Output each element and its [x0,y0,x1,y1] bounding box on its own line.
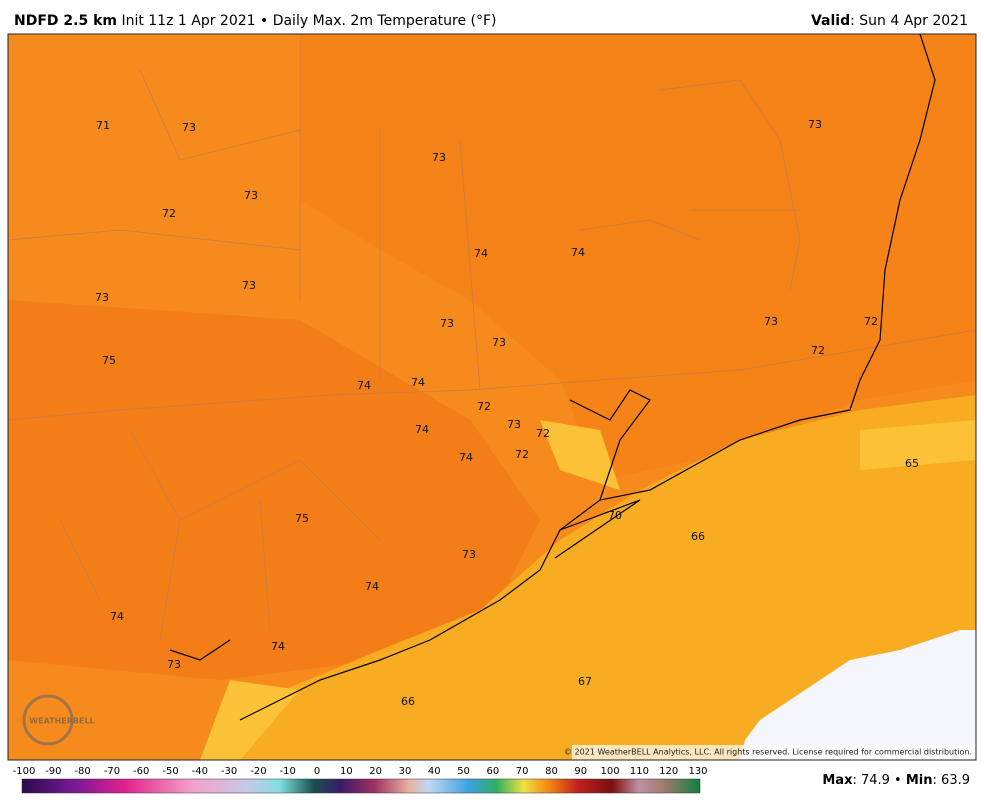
colorbar-tick-label: 130 [688,766,707,777]
no-data-region [740,630,976,760]
colorbar-tick-label: -90 [45,766,61,777]
temp-label: 73 [440,317,454,330]
temp-label: 74 [474,247,488,260]
map-labels: 71 73 73 73 73 72 74 74 73 73 73 73 72 73 72 75 74 74 72 73… [95,118,919,708]
colorbar-tick-label: 30 [399,766,412,777]
copyright: © 2021 WeatherBELL Analytics, LLC. All r… [564,748,972,757]
warmer-region [8,300,540,680]
colorbar-tick-label: 110 [630,766,649,777]
temp-label: 66 [401,695,415,708]
title-rest: Init 11z 1 Apr 2021 • Daily Max. 2m Temp… [121,13,496,29]
colorbar-tick-label: 70 [516,766,529,777]
colorbar-tick-label: -20 [250,766,266,777]
temp-label: 73 [764,315,778,328]
temp-label: 71 [96,119,110,132]
colorbar-tick-label: 120 [659,766,678,777]
county-lines [7,40,977,641]
temp-label: 74 [357,379,371,392]
temp-label: 73 [492,336,506,349]
colorbar-tick-label: -70 [104,766,120,777]
temp-label: 73 [244,189,258,202]
warm-region [300,34,976,480]
colorbar-tick-label: 40 [428,766,441,777]
temp-label: 73 [182,121,196,134]
temp-label: 74 [110,610,124,623]
title-bold: NDFD 2.5 km [14,13,117,29]
map: 71 73 73 73 73 72 74 74 73 73 73 73 72 73 72 75 74 74 72 73… [7,33,977,760]
temp-label: 74 [415,423,429,436]
colorbar-tick-label: -50 [162,766,178,777]
temp-label: 73 [95,291,109,304]
colorbar-tick-label: 80 [545,766,558,777]
colorbar-tick-label: 50 [457,766,470,777]
header-title: NDFD 2.5 km Init 11z 1 Apr 2021 • Daily … [14,13,497,29]
colorbar-ticks: -100 -90 -80 -70 -60 -50 -40 -30 -20 -10 0 10 20 30 40… [13,766,708,777]
stats: Max: 74.9 • Min: 63.9 [822,773,970,788]
colorbar-tick-label: -40 [192,766,208,777]
temp-label: 72 [515,448,529,461]
colorbar-tick-label: -60 [133,766,149,777]
colorbar-tick-label: -10 [280,766,296,777]
temp-label: 74 [411,376,425,389]
temp-label: 72 [162,207,176,220]
valid-label: Valid [811,13,850,29]
copyright-bg [572,745,976,760]
temp-label: 72 [477,400,491,413]
colorbar-tick-label: 20 [369,766,382,777]
colorbar [21,778,701,794]
colorbar-tick-label: 90 [574,766,587,777]
max-value: : 74.9 • [852,773,901,788]
cool-region [200,420,976,760]
temp-label: 73 [507,418,521,431]
temp-label: 74 [571,246,585,259]
temp-label: 65 [905,457,919,470]
temp-label: 73 [462,548,476,561]
temp-label: 72 [811,344,825,357]
map-frame [7,33,977,761]
colorbar-tick-label: -80 [74,766,90,777]
min-label: Min [906,773,933,788]
temp-label: 67 [578,675,592,688]
coastal-region [230,395,976,760]
temp-label: 75 [295,512,309,525]
valid-date: Valid: Sun 4 Apr 2021 [811,13,968,29]
logo-text: WEATHERBELL [29,717,94,726]
valid-value: : Sun 4 Apr 2021 [850,13,968,29]
coastline [169,33,936,721]
temp-label: 73 [242,279,256,292]
colorbar-tick-label: 100 [601,766,620,777]
max-label: Max [822,773,853,788]
temp-label: 66 [691,530,705,543]
temp-label: 70 [608,509,622,522]
temp-label: 75 [102,354,116,367]
temp-label: 73 [432,151,446,164]
temp-label: 72 [536,427,550,440]
colorbar-tick-label: 60 [487,766,500,777]
colorbar-tick-label: 0 [314,766,320,777]
min-value: : 63.9 [933,773,970,788]
colorbar-tick-label: -30 [221,766,237,777]
temp-label: 74 [365,580,379,593]
colorbar-tick-label: -100 [13,766,36,777]
temp-label: 74 [459,451,473,464]
logo: WEATHERBELL [22,694,95,746]
colorbar-tick-label: 10 [340,766,353,777]
temp-label: 74 [271,640,285,653]
temp-label: 73 [808,118,822,131]
temp-label: 73 [167,658,181,671]
temp-label: 72 [864,315,878,328]
logo-ring [22,694,74,746]
